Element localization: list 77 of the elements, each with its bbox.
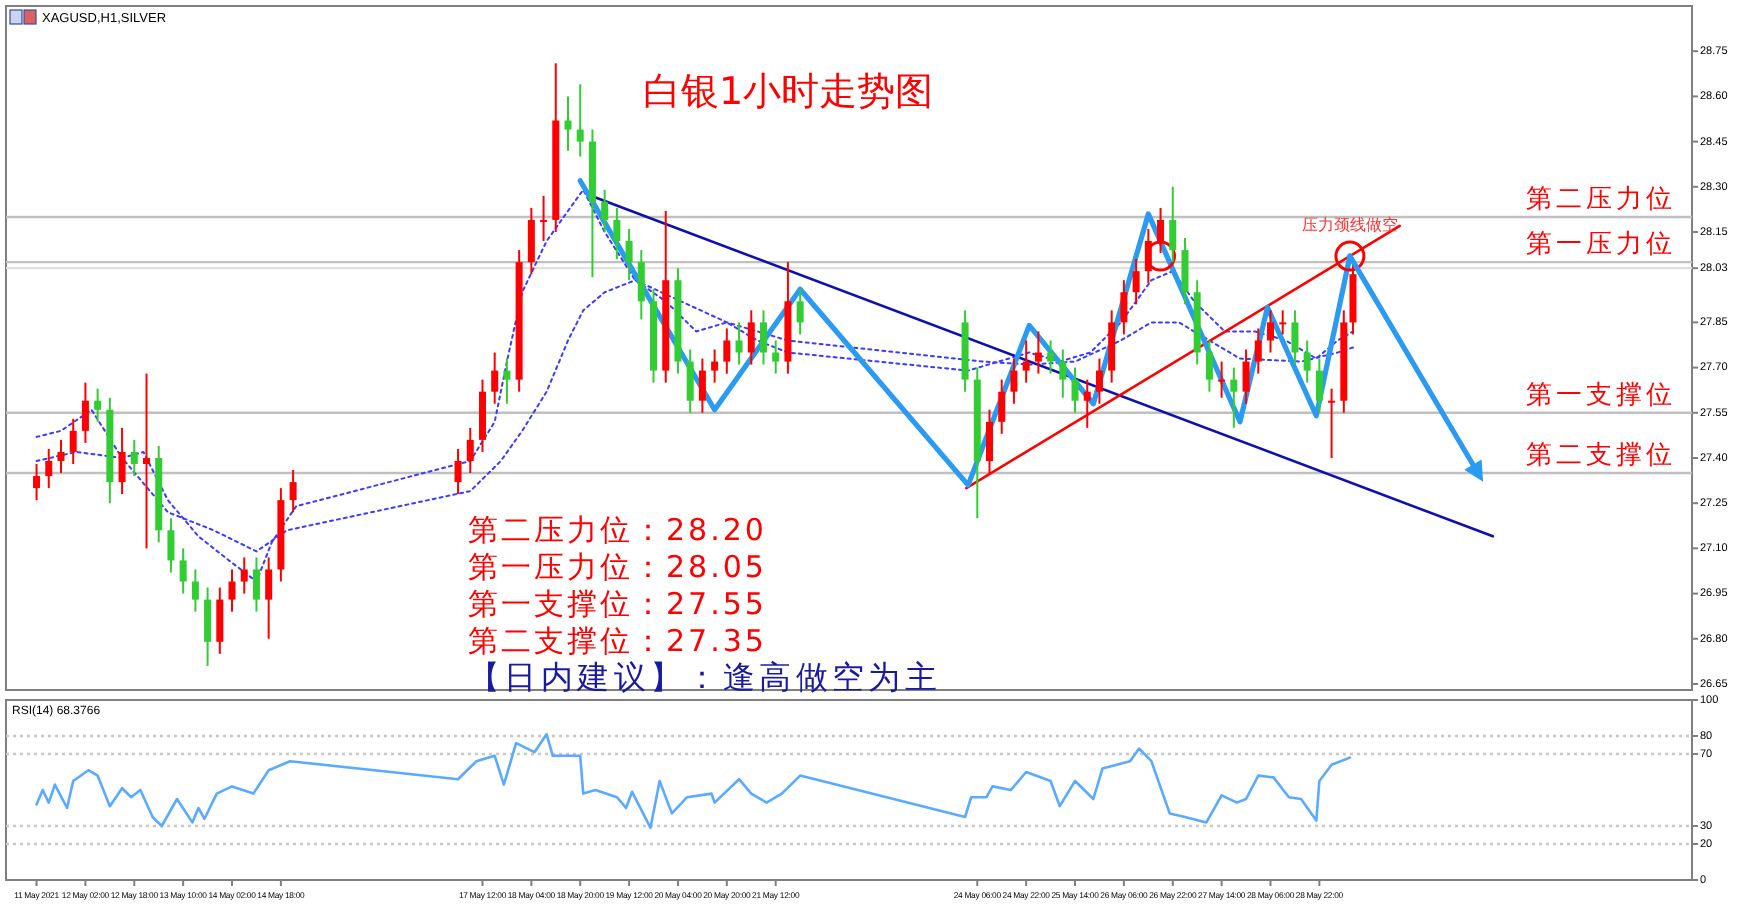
annotation: 第二压力位：28.20	[468, 512, 767, 548]
annotation: 第一支撑位：27.55	[468, 586, 767, 622]
candlestick	[491, 351, 499, 405]
candlestick	[564, 95, 572, 152]
ref-line-label: 第一压力位	[1526, 230, 1676, 261]
candlestick	[1010, 357, 1018, 405]
candlestick	[625, 227, 633, 282]
candlestick	[1315, 357, 1323, 414]
candlestick	[1291, 309, 1299, 366]
candlestick	[1132, 258, 1140, 306]
candlestick	[1034, 330, 1042, 375]
candlestick	[167, 517, 175, 574]
annotation: 【日内建议】：逢高做空为主	[468, 658, 942, 696]
candlestick	[747, 309, 755, 366]
candlestick	[466, 426, 474, 475]
candlestick	[735, 321, 743, 366]
candlestick	[527, 206, 535, 276]
candlestick	[33, 463, 41, 502]
candlestick	[601, 188, 609, 233]
candlestick	[1254, 327, 1262, 375]
candlestick	[81, 381, 89, 444]
candlestick	[772, 339, 780, 375]
text: 白银1小时走势图	[642, 70, 934, 114]
candlestick	[1230, 366, 1238, 429]
candlestick	[1328, 387, 1336, 459]
candlestick	[69, 417, 77, 466]
candlestick	[540, 194, 548, 243]
ref-line-label: 第二支撑位	[1526, 441, 1676, 472]
line-series	[35, 732, 1352, 830]
candlestick	[1120, 279, 1128, 336]
ref-line-label: 第二压力位	[1526, 184, 1676, 215]
candlestick	[1169, 185, 1177, 264]
candlestick	[723, 327, 731, 375]
candlestick	[1303, 339, 1311, 384]
candlestick	[228, 568, 236, 613]
candlestick	[289, 469, 297, 514]
candlestick	[1059, 348, 1067, 399]
ref-line-label: 第一支撑位	[1526, 380, 1676, 411]
candlestick	[118, 426, 126, 496]
candlestick	[454, 447, 462, 496]
candlestick	[130, 438, 138, 478]
candlestick	[1242, 348, 1250, 405]
candlestick	[216, 586, 224, 655]
candlestick	[503, 357, 511, 405]
candlestick	[1071, 366, 1079, 414]
candlestick	[576, 83, 584, 158]
candlestick	[252, 556, 260, 613]
candlestick	[94, 387, 102, 423]
candlestick	[613, 206, 621, 261]
candlestick	[1181, 237, 1189, 306]
annotation: 第一压力位：28.05	[468, 549, 767, 585]
candlestick	[986, 408, 993, 475]
candlestick	[711, 348, 719, 384]
candlestick	[796, 288, 804, 336]
candlestick	[1267, 309, 1274, 354]
candlestick	[204, 586, 212, 667]
annotation: 第二支撑位：27.35	[468, 623, 767, 659]
candlestick	[1218, 360, 1226, 399]
candlestick	[191, 568, 199, 613]
candlestick	[998, 378, 1006, 435]
candlestick	[240, 556, 248, 595]
candlestick	[179, 547, 187, 595]
candlestick	[57, 438, 65, 475]
candlestick	[1279, 309, 1287, 336]
candlestick	[45, 447, 53, 490]
candlestick	[1083, 378, 1091, 429]
candlestick	[265, 556, 273, 640]
candlestick	[143, 372, 150, 550]
annotation: 压力颈线做空	[1301, 216, 1398, 235]
candlestick	[686, 348, 694, 414]
candlestick	[1047, 339, 1055, 375]
candlestick	[698, 357, 706, 414]
candlestick	[1205, 339, 1213, 393]
candlestick	[759, 309, 767, 366]
candlestick	[1095, 357, 1103, 405]
candlestick	[1022, 339, 1030, 384]
candlestick	[637, 249, 645, 321]
